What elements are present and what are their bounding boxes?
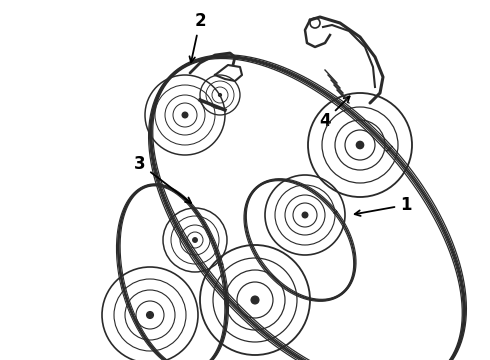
Circle shape bbox=[302, 212, 308, 218]
Circle shape bbox=[356, 141, 364, 149]
Circle shape bbox=[251, 296, 259, 304]
Text: 2: 2 bbox=[190, 12, 206, 62]
Circle shape bbox=[147, 312, 153, 318]
Text: 3: 3 bbox=[134, 155, 191, 203]
Circle shape bbox=[219, 94, 221, 96]
Text: 4: 4 bbox=[319, 96, 349, 130]
Circle shape bbox=[193, 238, 197, 242]
Circle shape bbox=[182, 112, 188, 118]
Text: 1: 1 bbox=[355, 196, 412, 216]
